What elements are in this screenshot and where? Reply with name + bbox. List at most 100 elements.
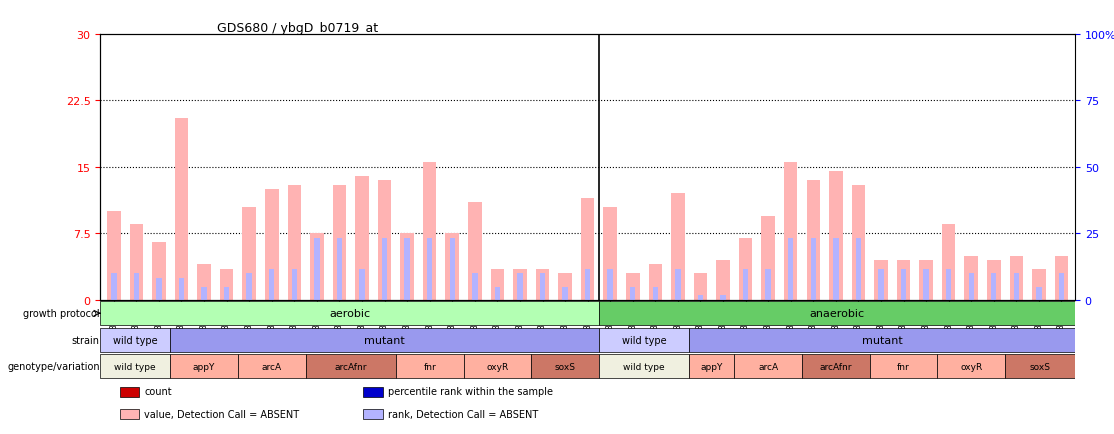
Bar — [378, 181, 391, 300]
FancyBboxPatch shape — [100, 302, 599, 326]
Text: mutant: mutant — [862, 335, 902, 345]
Text: wild type: wild type — [622, 335, 666, 345]
Bar — [1009, 256, 1023, 300]
Bar — [111, 273, 117, 300]
Bar — [450, 238, 455, 300]
Bar — [833, 238, 839, 300]
Bar — [355, 176, 369, 300]
Bar — [472, 273, 478, 300]
Bar — [427, 238, 432, 300]
FancyBboxPatch shape — [1005, 355, 1075, 378]
Bar — [224, 287, 229, 300]
Bar — [178, 278, 184, 300]
Bar — [156, 278, 162, 300]
FancyBboxPatch shape — [100, 328, 170, 352]
Bar — [987, 260, 1000, 300]
FancyBboxPatch shape — [305, 355, 395, 378]
Text: aerobic: aerobic — [329, 309, 370, 319]
FancyBboxPatch shape — [690, 355, 734, 378]
FancyBboxPatch shape — [599, 328, 690, 352]
FancyBboxPatch shape — [170, 355, 238, 378]
Bar — [517, 273, 522, 300]
Bar — [423, 163, 437, 300]
Bar — [716, 260, 730, 300]
Bar — [558, 273, 571, 300]
FancyBboxPatch shape — [870, 355, 937, 378]
Bar — [721, 296, 725, 300]
Bar — [120, 387, 139, 397]
Bar — [968, 273, 974, 300]
FancyBboxPatch shape — [100, 355, 170, 378]
Bar — [536, 269, 549, 300]
Text: value, Detection Call = ABSENT: value, Detection Call = ABSENT — [144, 409, 300, 419]
Bar — [743, 269, 749, 300]
Bar — [924, 269, 929, 300]
Bar — [874, 260, 888, 300]
Bar — [946, 269, 951, 300]
Bar — [648, 265, 662, 300]
Bar — [671, 194, 685, 300]
Bar — [829, 172, 842, 300]
Text: wild type: wild type — [113, 335, 157, 345]
Bar — [333, 185, 346, 300]
Bar — [919, 260, 932, 300]
Bar — [514, 269, 527, 300]
Bar — [580, 198, 595, 300]
Text: mutant: mutant — [364, 335, 404, 345]
Bar — [878, 269, 883, 300]
Text: arcA: arcA — [262, 362, 282, 371]
Bar — [107, 212, 120, 300]
Bar — [134, 273, 139, 300]
Bar — [314, 238, 320, 300]
Bar — [697, 296, 703, 300]
Text: count: count — [144, 386, 172, 396]
FancyBboxPatch shape — [690, 328, 1075, 352]
Bar — [851, 185, 866, 300]
Bar — [585, 269, 590, 300]
Text: GDS680 / ybgD_b0719_at: GDS680 / ybgD_b0719_at — [217, 22, 379, 35]
FancyBboxPatch shape — [734, 355, 802, 378]
Bar — [856, 238, 861, 300]
Bar — [446, 234, 459, 300]
Bar — [265, 190, 278, 300]
FancyBboxPatch shape — [531, 355, 599, 378]
Bar — [784, 163, 798, 300]
Bar — [563, 287, 568, 300]
Bar — [1036, 287, 1042, 300]
FancyBboxPatch shape — [463, 355, 531, 378]
Bar — [540, 273, 545, 300]
Text: rank, Detection Call = ABSENT: rank, Detection Call = ABSENT — [388, 409, 538, 419]
Bar — [897, 260, 910, 300]
Bar — [360, 269, 364, 300]
Bar — [243, 207, 256, 300]
Bar — [607, 269, 613, 300]
Bar — [153, 243, 166, 300]
Bar — [120, 409, 139, 419]
Bar — [1033, 269, 1046, 300]
Bar — [175, 119, 188, 300]
Bar — [675, 269, 681, 300]
Bar — [400, 234, 414, 300]
Bar — [404, 238, 410, 300]
Text: appY: appY — [193, 362, 215, 371]
Bar — [310, 234, 324, 300]
Bar — [495, 287, 500, 300]
Bar — [219, 269, 234, 300]
Text: soxS: soxS — [1029, 362, 1051, 371]
Bar — [468, 203, 481, 300]
Bar — [811, 238, 815, 300]
Bar — [965, 256, 978, 300]
Bar — [363, 387, 383, 397]
FancyBboxPatch shape — [802, 355, 870, 378]
FancyBboxPatch shape — [170, 328, 599, 352]
Bar — [604, 207, 617, 300]
Text: arcA: arcA — [759, 362, 779, 371]
FancyBboxPatch shape — [599, 302, 1075, 326]
Bar — [653, 287, 658, 300]
Text: genotype/variation: genotype/variation — [7, 362, 100, 372]
Bar — [270, 269, 274, 300]
Text: growth protocol: growth protocol — [23, 309, 100, 319]
Bar — [1055, 256, 1068, 300]
FancyBboxPatch shape — [238, 355, 305, 378]
FancyBboxPatch shape — [937, 355, 1005, 378]
